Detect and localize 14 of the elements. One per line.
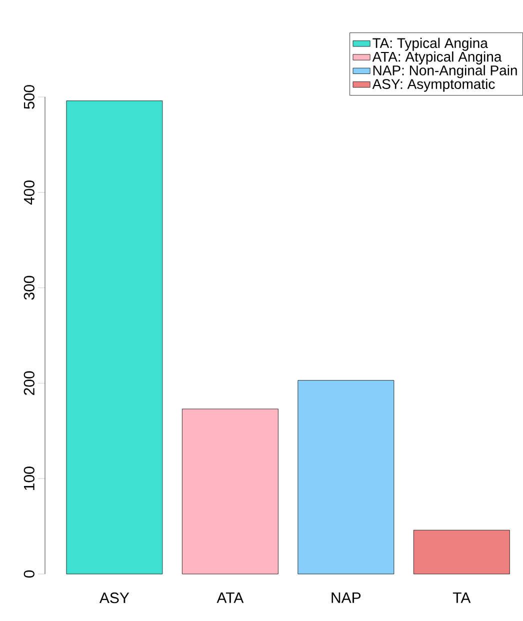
x-tick-label: TA xyxy=(452,592,471,603)
y-tick-label: 200 xyxy=(24,371,34,395)
legend-label: NAP: Non-Anginal Pain xyxy=(373,65,517,78)
y-tick-label: 0 xyxy=(24,570,34,578)
y-tick-label: 100 xyxy=(24,466,34,490)
x-tick-label: ASY xyxy=(99,592,130,604)
y-tick-label: 500 xyxy=(24,85,34,109)
legend-label: TA: Typical Angina xyxy=(372,38,488,51)
y-tick-label: 300 xyxy=(24,276,34,300)
y-tick-label: 400 xyxy=(24,180,34,205)
x-tick-label: ATA xyxy=(216,592,244,603)
legend-label: ASY: Asymptomatic xyxy=(372,78,495,92)
x-tick-label: NAP xyxy=(332,592,361,603)
legend-label: ATA: Atypical Angina xyxy=(372,51,502,64)
